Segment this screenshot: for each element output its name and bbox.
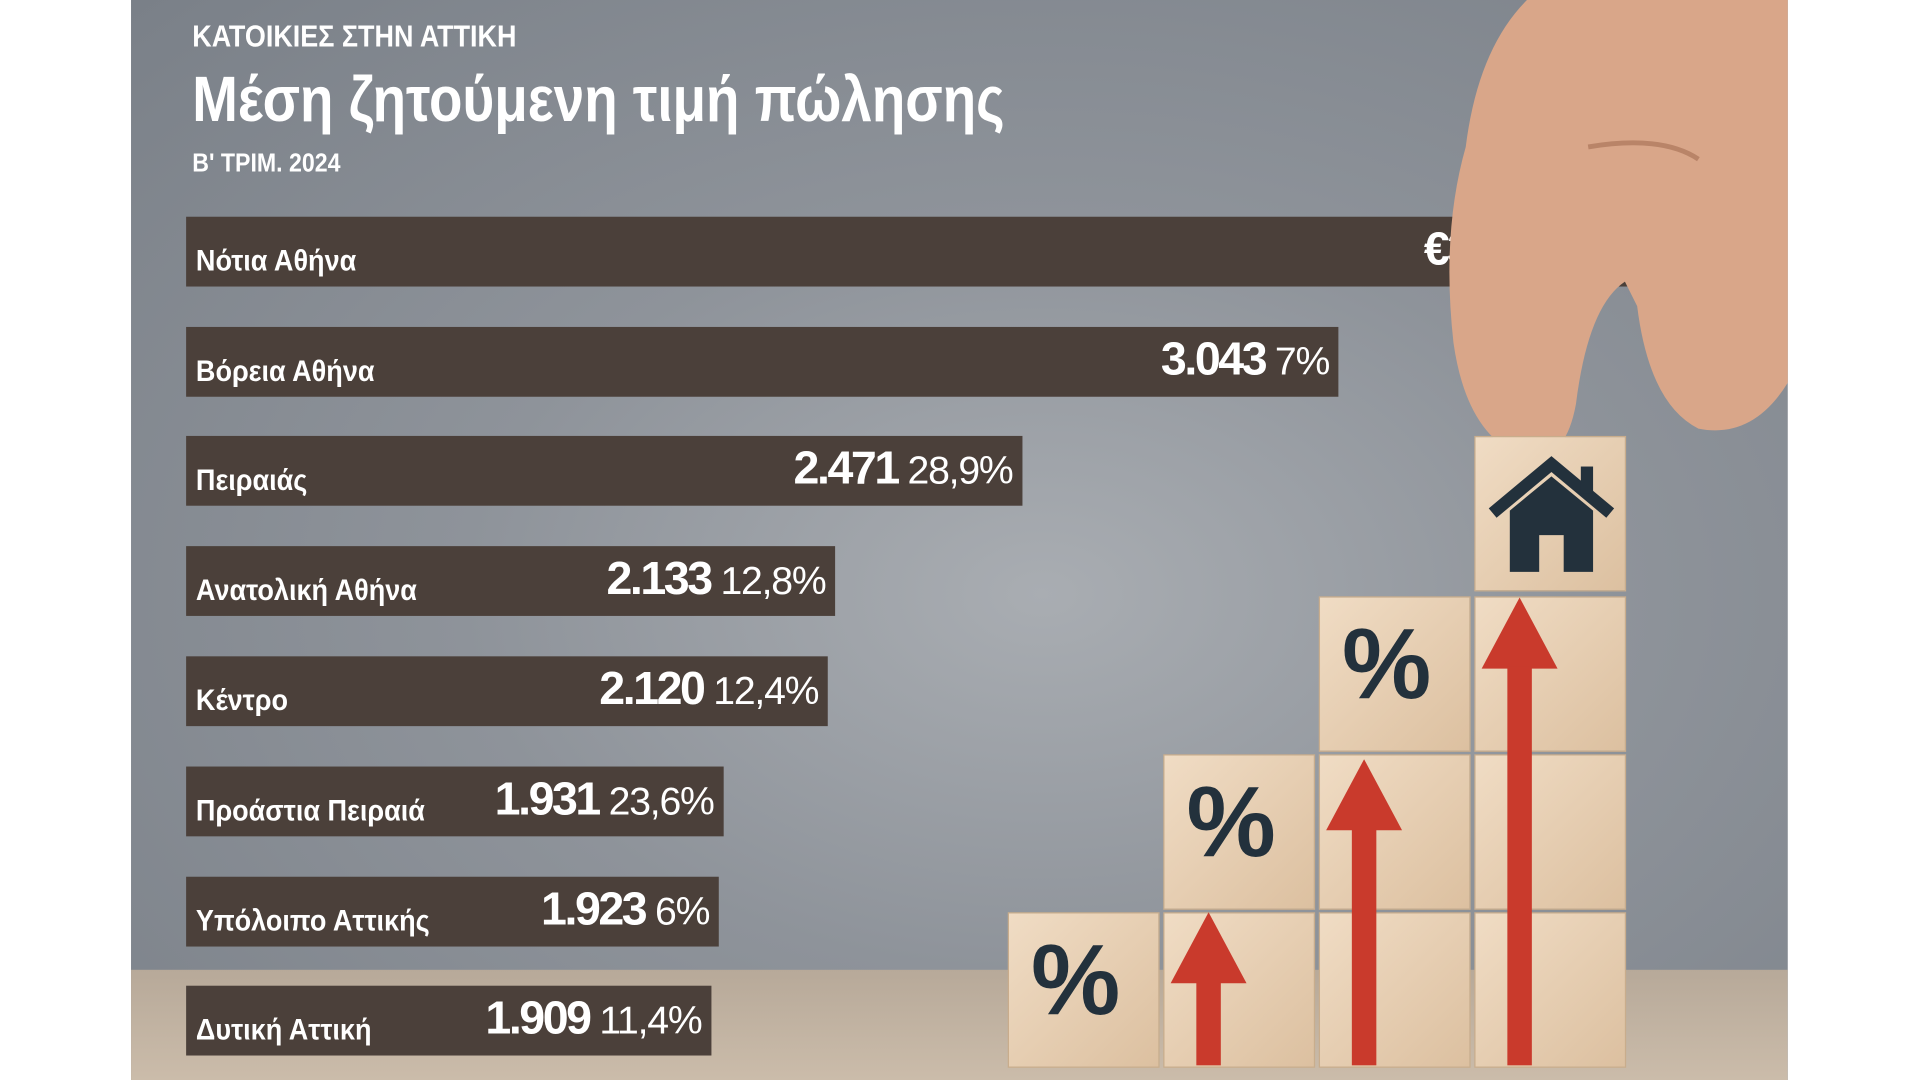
percent-icon: % <box>1031 924 1121 1036</box>
value-label: 1.909 <box>485 993 592 1045</box>
chart-title: Μέση ζητούμενη τιμή πώλησης <box>192 64 1005 136</box>
bar-5: Προάστια Πειραιά 1.931 23,6% <box>186 766 724 837</box>
category-label: Βόρεια Αθήνα <box>195 355 375 389</box>
wood-block: % <box>1318 596 1471 752</box>
change-label: 7% <box>1274 339 1330 384</box>
arrow-head-icon <box>1481 597 1558 669</box>
arrow-shaft <box>1351 827 1377 1066</box>
value-label: 2.133 <box>606 553 713 605</box>
category-label: Πειραιάς <box>195 464 308 498</box>
infographic-panel: ΚΑΤΟΙΚΙΕΣ ΣΤΗΝ ΑΤΤΙΚΗ Μέση ζητούμενη τιμ… <box>131 0 1788 1080</box>
category-label: Νότια Αθήνα <box>195 244 357 278</box>
change-label: 11,4% <box>599 997 702 1043</box>
wood-block <box>1474 912 1627 1068</box>
wood-block <box>1318 912 1471 1068</box>
bar-1: Βόρεια Αθήνα 3.043 7% <box>186 326 1339 397</box>
category-label: Δυτική Αττική <box>195 1013 372 1047</box>
bar-4: Κέντρο 2.120 12,4% <box>186 656 829 727</box>
category-label: Προάστια Πειραιά <box>195 794 425 828</box>
bar-3: Ανατολική Αθήνα 2.133 12,8% <box>186 546 836 616</box>
value-label: 1.931 <box>494 773 602 826</box>
change-label: 23,6% <box>608 778 715 823</box>
bar-2: Πειραιάς 2.471 28,9% <box>186 435 1023 506</box>
wood-block: % <box>1163 754 1316 910</box>
change-label: 28,9% <box>907 448 1014 493</box>
value-label: 2.471 <box>793 443 901 495</box>
arrow-head-icon <box>1326 759 1403 831</box>
category-label: Κέντρο <box>195 684 288 718</box>
bar-7: Δυτική Αττική 1.909 11,4% <box>186 985 712 1056</box>
arrow-shaft <box>1196 980 1221 1066</box>
wood-block <box>1474 435 1627 592</box>
value-label: 1.923 <box>541 884 648 936</box>
percent-icon: % <box>1342 608 1432 721</box>
wood-block <box>1474 754 1627 910</box>
hand-illustration <box>1449 0 1788 457</box>
wood-block: % <box>1007 912 1160 1068</box>
arrow-shaft <box>1507 666 1532 1066</box>
chart-subtitle: Β' ΤΡΙΜ. 2024 <box>192 149 341 178</box>
change-label: 6% <box>655 888 710 934</box>
value-label: 2.120 <box>599 663 706 716</box>
category-label: Ανατολική Αθήνα <box>195 574 417 608</box>
kicker: ΚΑΤΟΙΚΙΕΣ ΣΤΗΝ ΑΤΤΙΚΗ <box>192 19 517 54</box>
arrow-head-icon <box>1170 912 1247 984</box>
change-label: 12,4% <box>713 668 819 713</box>
house-icon <box>1488 456 1615 572</box>
change-label: 12,8% <box>720 558 826 603</box>
value-label: 3.043 <box>1160 334 1268 386</box>
percent-icon: % <box>1186 766 1276 878</box>
category-label: Υπόλοιπο Αττικής <box>195 904 430 938</box>
bar-6: Υπόλοιπο Αττικής 1.923 6% <box>186 876 720 947</box>
